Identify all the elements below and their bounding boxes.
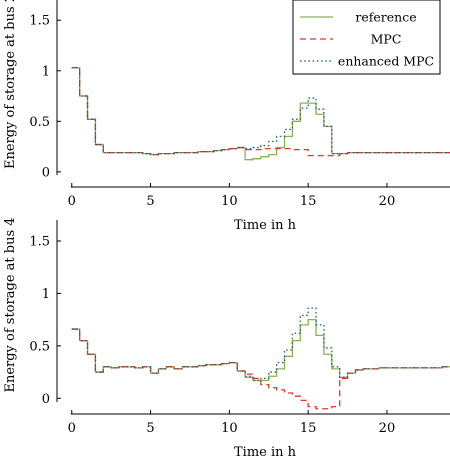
chart-panel-bus-4: 0 0.5 1 1.5 0 5 10 15 20 Time in h Energy of stora… xyxy=(3,217,450,460)
series-line-mpc xyxy=(71,67,450,157)
y-tick-label: 0.5 xyxy=(29,115,50,130)
y-axis-label: Energy of storage at bus 4 xyxy=(3,217,18,392)
x-tick-label: 20 xyxy=(379,421,396,436)
y-tick-label: 1 xyxy=(42,64,50,79)
x-axis-label: Time in h xyxy=(234,445,297,460)
x-tick-label: 15 xyxy=(300,421,317,436)
y-axis-label: Energy of storage at bus 2 xyxy=(3,0,18,169)
series-line-enhanced-mpc xyxy=(71,307,450,382)
legend: reference MPC enhanced MPC xyxy=(292,0,441,75)
legend-label: enhanced MPC xyxy=(338,54,434,69)
y-tick-label: 1.5 xyxy=(29,234,50,249)
y-tick-label: 0 xyxy=(42,165,50,180)
x-tick-label: 10 xyxy=(221,421,238,436)
y-tick-label: 1.5 xyxy=(29,14,50,29)
x-tick-label: 10 xyxy=(221,194,238,209)
x-axis-label: Time in h xyxy=(234,218,297,233)
series-line-enhanced-mpc xyxy=(71,67,450,156)
legend-box xyxy=(292,0,441,75)
x-tick-label: 20 xyxy=(379,194,396,209)
legend-label: reference xyxy=(355,10,416,25)
series-line-reference xyxy=(71,318,450,382)
x-tick-label: 5 xyxy=(146,421,154,436)
y-tick-label: 0.5 xyxy=(29,339,50,354)
legend-label: MPC xyxy=(371,32,402,47)
x-tick-label: 5 xyxy=(146,194,154,209)
y-tick-label: 1 xyxy=(42,287,50,302)
chart-panel-bus-2: 0 0.5 1 1.5 0 5 10 15 20 Time in h Energy of stora… xyxy=(3,0,450,233)
series-line-mpc xyxy=(71,328,450,410)
x-tick-label: 0 xyxy=(68,194,76,209)
x-tick-label: 15 xyxy=(300,194,317,209)
y-tick-label: 0 xyxy=(42,392,50,407)
x-tick-label: 0 xyxy=(68,421,76,436)
